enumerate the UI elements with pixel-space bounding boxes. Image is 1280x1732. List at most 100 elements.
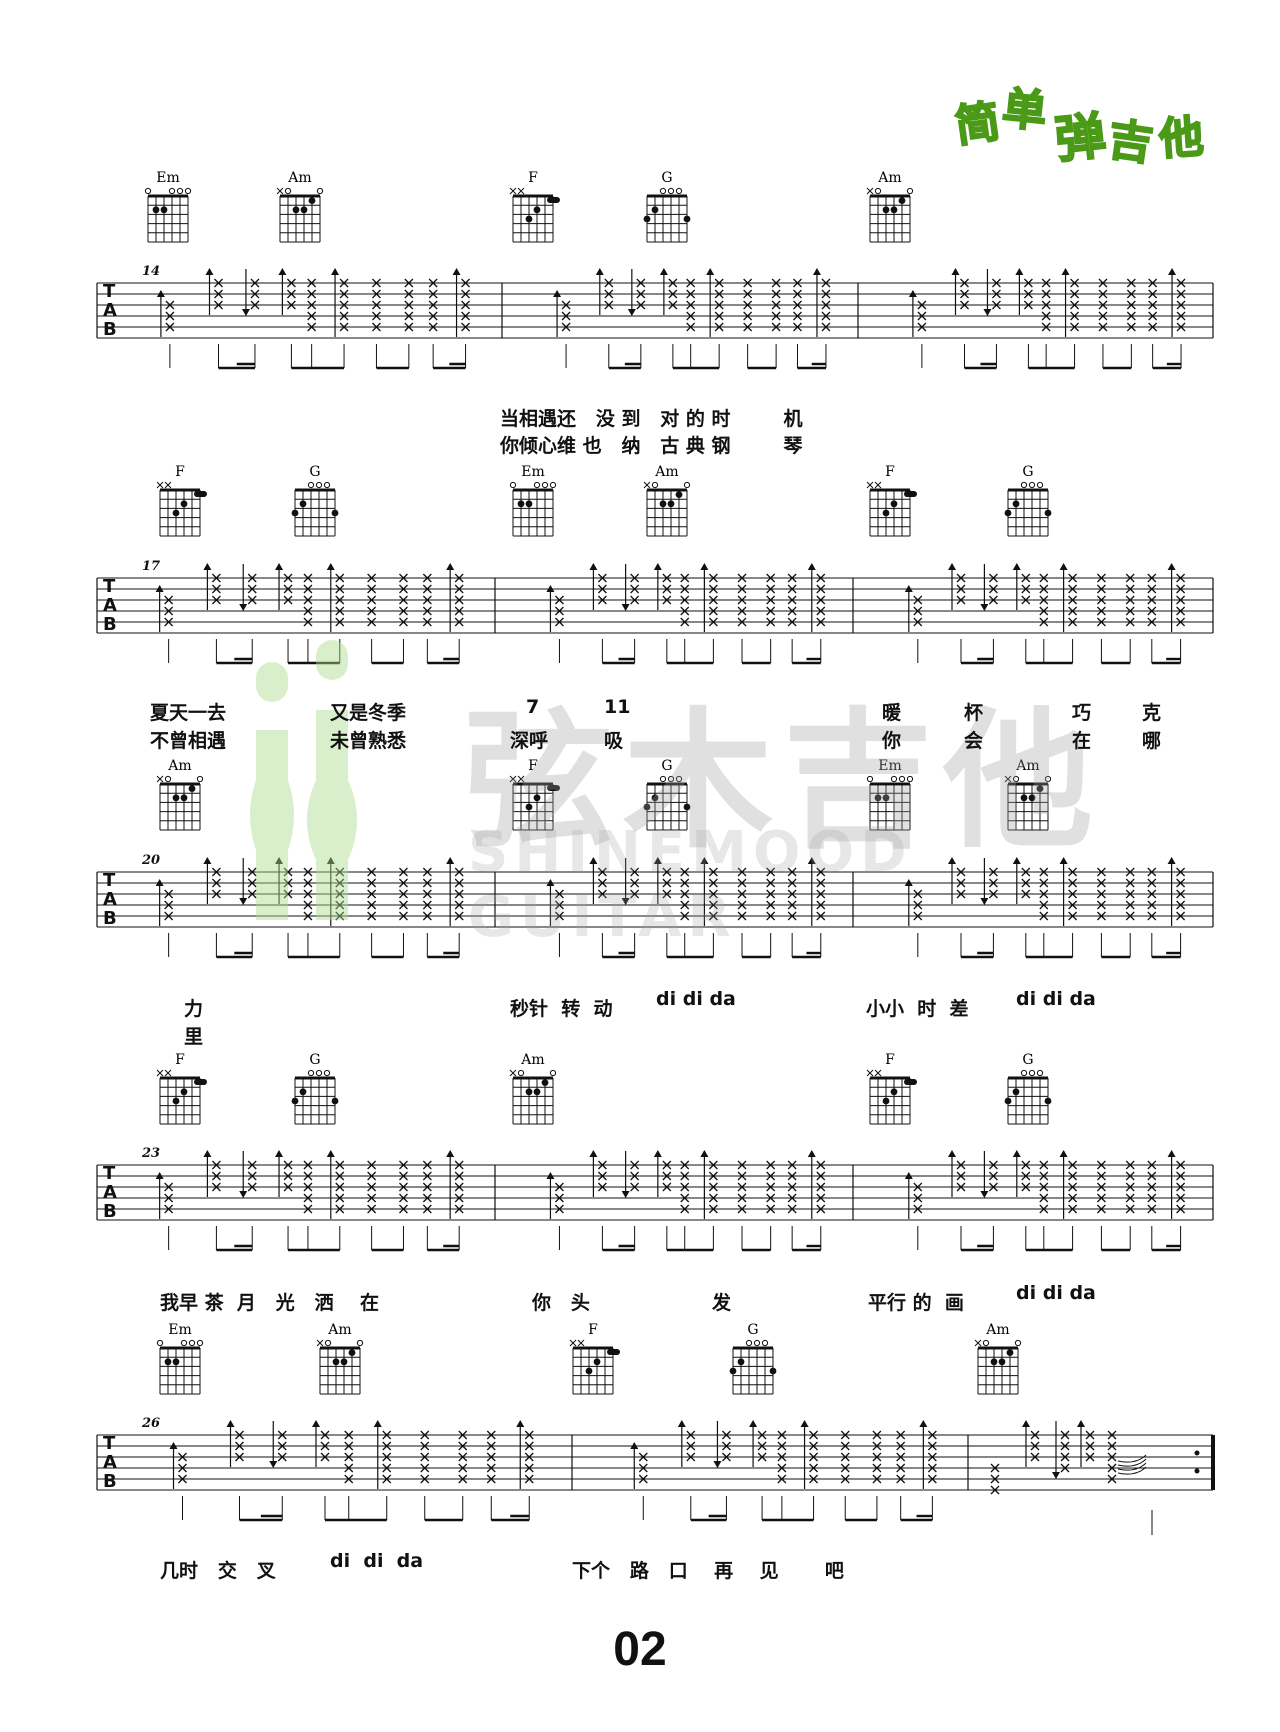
open-string	[307, 481, 315, 489]
strum-note	[1039, 878, 1049, 888]
chord-diagram-f: F	[156, 464, 207, 537]
open-string	[156, 1339, 164, 1347]
strum-note	[1147, 878, 1157, 888]
chord-dot	[533, 794, 541, 802]
strum-note	[686, 1452, 696, 1462]
strum-note	[1147, 617, 1157, 627]
strum-note	[816, 606, 826, 616]
strum-note	[809, 1430, 819, 1440]
chord-dot	[1004, 1097, 1012, 1105]
strum-note	[247, 878, 257, 888]
strum-arrow-head	[1059, 857, 1068, 864]
strum-note	[816, 595, 826, 605]
tab-clef: A	[103, 1182, 117, 1203]
strum-note	[1068, 889, 1078, 899]
strum-note	[554, 1204, 564, 1214]
strum-note	[164, 595, 174, 605]
chord-dot	[651, 206, 659, 214]
strum-note	[1096, 911, 1106, 921]
strum-note	[1176, 1182, 1186, 1192]
open-string	[549, 481, 557, 489]
strum-note	[777, 1474, 787, 1484]
strum-note	[757, 1430, 767, 1440]
chord-name: F	[588, 1322, 598, 1338]
muted-string	[509, 187, 517, 195]
chord-dot	[152, 206, 160, 214]
chord-name: Am	[287, 170, 311, 186]
strum-note	[630, 1182, 640, 1192]
strum-note	[1147, 1171, 1157, 1181]
strum-note	[1176, 1204, 1186, 1214]
strum-note	[1068, 1182, 1078, 1192]
strum-note	[1148, 311, 1158, 321]
strum-note	[714, 289, 724, 299]
strum-note	[816, 911, 826, 921]
lyric-word: 未曾熟悉	[330, 730, 407, 752]
strum-note	[686, 278, 696, 288]
strum-note	[809, 1474, 819, 1484]
strum-note	[766, 573, 776, 583]
strum-note	[422, 911, 432, 921]
strum-note	[1096, 1204, 1106, 1214]
strum-note	[840, 1474, 850, 1484]
logo-jiandan-tanjita: 简 单 弹 吉 他	[951, 82, 1206, 172]
strum-arrow-head	[155, 1172, 164, 1179]
strum-note	[367, 889, 377, 899]
strum-arrow-head	[516, 1420, 525, 1427]
lyric-line: 当相遇还 没 到 对 的 时 机	[500, 408, 803, 430]
strum-note	[303, 911, 313, 921]
tab-clef: B	[103, 1201, 117, 1222]
open-string	[180, 1339, 188, 1347]
strum-note	[1147, 889, 1157, 899]
open-string	[168, 187, 176, 195]
tab-clef: T	[103, 870, 116, 891]
strum-arrow-head	[589, 1150, 598, 1157]
strum-note	[777, 1430, 787, 1440]
lyric-word: 发	[712, 1292, 732, 1314]
lyric-word: 你 头	[532, 1292, 590, 1314]
strum-note	[680, 1160, 690, 1170]
tab-clef: B	[103, 1471, 117, 1492]
chord-dot	[675, 491, 683, 498]
strum-note	[708, 584, 718, 594]
strum-arrow-head	[1077, 1420, 1085, 1427]
strum-note	[630, 878, 640, 888]
strum-note	[597, 889, 607, 899]
strum-note	[235, 1452, 244, 1462]
strum-note	[872, 1474, 882, 1484]
strum-note	[399, 878, 408, 888]
measure-number: 23	[141, 1146, 160, 1161]
strum-note	[1147, 900, 1157, 910]
strum-note	[737, 573, 747, 583]
strum-note	[872, 1452, 882, 1462]
chord-name: G	[747, 1322, 758, 1338]
chord-dot	[667, 500, 675, 508]
strum-note	[927, 1463, 937, 1473]
strum-note	[771, 322, 781, 332]
chord-name: G	[309, 464, 320, 480]
strum-note	[367, 1204, 377, 1214]
strum-note	[165, 311, 175, 321]
strum-note	[597, 1160, 607, 1170]
strum-note	[554, 1193, 564, 1203]
strum-note	[524, 1430, 534, 1440]
strum-note	[1096, 1171, 1106, 1181]
open-string	[1014, 1339, 1022, 1347]
strum-note	[787, 1204, 797, 1214]
open-string	[982, 1339, 990, 1347]
strum-note	[636, 278, 646, 288]
chord-dot	[340, 1358, 348, 1366]
strum-arrow-head	[621, 604, 630, 611]
lyric-word: 会	[964, 730, 984, 752]
strum-note	[371, 278, 381, 288]
strum-note	[662, 1182, 672, 1192]
strum-note	[721, 1441, 731, 1451]
strum-note	[339, 278, 349, 288]
strum-note	[399, 889, 408, 899]
measure-number: 14	[142, 264, 160, 279]
chord-dot	[525, 1088, 533, 1096]
strum-note	[840, 1430, 850, 1440]
strum-note	[235, 1441, 244, 1451]
open-string	[323, 481, 331, 489]
strum-arrow-head	[275, 857, 284, 864]
